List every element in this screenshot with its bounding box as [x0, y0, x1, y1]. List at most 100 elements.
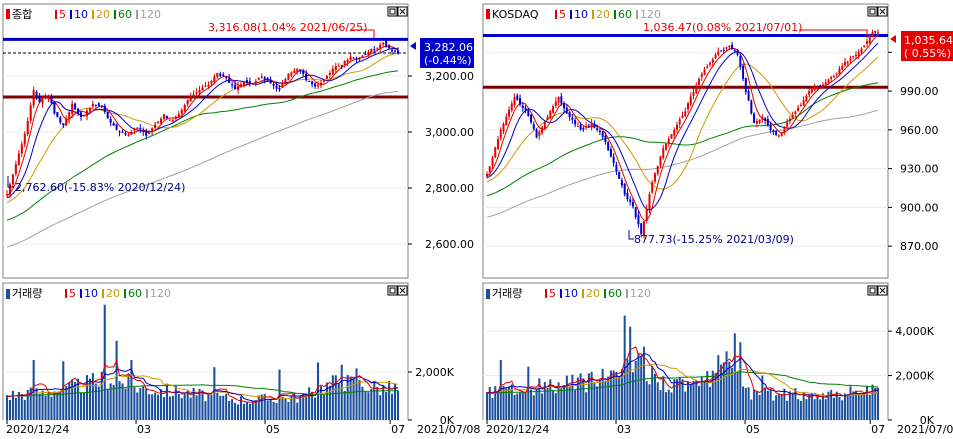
low-annotation-arrow [7, 176, 14, 188]
volume-bar [494, 386, 497, 420]
volume-bar [391, 393, 394, 420]
candle [35, 90, 38, 101]
volume-ma-legend: 5 10 20 60 120 [545, 287, 651, 300]
candle [530, 114, 533, 125]
volume-bar [656, 382, 659, 420]
volume-bar [642, 346, 645, 420]
candle [370, 48, 373, 53]
candle [287, 73, 290, 81]
volume-bar [849, 386, 852, 420]
candle [670, 133, 673, 139]
candle [109, 116, 112, 127]
candle [77, 107, 80, 116]
ma120-line [486, 109, 879, 218]
candle [819, 84, 822, 87]
candle [852, 55, 855, 60]
volume-bar [739, 342, 742, 420]
right-volume-pane: 거래량 5 10 20 60 120 [482, 282, 889, 421]
right-header: KOSDAQ 5 10 20 60 120 [486, 6, 888, 21]
candle [519, 94, 522, 107]
volume-bar [379, 395, 382, 420]
volume-bar [877, 387, 879, 420]
candle [177, 110, 180, 118]
candle [687, 102, 690, 113]
volume-bar [272, 401, 275, 420]
candle [275, 82, 278, 92]
volume-bar [709, 386, 712, 420]
candle [684, 107, 687, 118]
volume-maximize-button[interactable] [867, 285, 878, 296]
volume-bar [174, 385, 177, 420]
volume-bar [32, 360, 35, 420]
ma-legend-label: 120 [630, 287, 651, 300]
volume-bar [667, 389, 670, 420]
candle [361, 54, 364, 59]
candle [299, 69, 302, 74]
volume-bar [165, 383, 168, 420]
candle [816, 85, 819, 91]
volume-bar [74, 382, 77, 420]
candle [367, 49, 370, 58]
volume-bar [337, 383, 340, 420]
volume-bar [133, 387, 136, 420]
volume-bar [305, 394, 308, 420]
candle [157, 121, 160, 125]
candle [865, 38, 868, 47]
candle [541, 126, 544, 136]
price-tick-label: 870.00 [900, 240, 939, 253]
ma-legend: 5 10 20 60 120 [555, 8, 661, 21]
candle [709, 61, 712, 68]
volume-maximize-button[interactable] [387, 285, 398, 296]
volume-bar [382, 384, 385, 420]
volume-bar [808, 395, 811, 420]
candle [148, 130, 151, 135]
candle [546, 114, 549, 121]
volume-bar [747, 387, 750, 420]
volume-bar [41, 390, 44, 420]
candle [328, 70, 331, 79]
volume-bar [604, 381, 607, 420]
candle [673, 127, 676, 140]
volume-bar [334, 375, 337, 420]
left-date-axis: 2020/12/24 03 05 07 2021/07/08 [6, 420, 480, 436]
volume-bar [263, 393, 266, 420]
candle [623, 182, 626, 197]
ma-legend-swatch [555, 10, 557, 19]
candle [198, 85, 201, 96]
candle [609, 146, 612, 158]
volume-bar [192, 387, 195, 420]
volume-bar [275, 402, 278, 420]
candle [871, 29, 874, 38]
volume-bar [207, 393, 210, 420]
candle [552, 104, 555, 114]
maximize-button[interactable] [867, 6, 878, 17]
volume-bar [162, 397, 166, 420]
volume-ma5-line [6, 359, 399, 403]
volume-bar [612, 370, 615, 420]
candle [340, 64, 343, 69]
volume-bar [681, 379, 684, 420]
volume-bar [204, 401, 207, 420]
volume-bar [805, 399, 808, 420]
current-change-label: (-0.44%) [424, 54, 472, 67]
candle [239, 81, 243, 88]
price-tick-label: 960.00 [900, 124, 939, 137]
volume-bar [80, 392, 83, 420]
candle [145, 128, 148, 140]
volume-bar [631, 372, 634, 420]
left-price-axis: 3,200.00 3,000.00 2,800.00 2,600.00 3,282.0… [408, 38, 474, 251]
candle [382, 42, 385, 48]
volume-title: 거래량 [12, 287, 42, 300]
volume-bar [486, 392, 488, 420]
volume-bar [168, 396, 171, 420]
candle [780, 131, 783, 137]
volume-bar [546, 388, 549, 420]
candle [499, 127, 502, 141]
maximize-button[interactable] [387, 6, 398, 17]
volume-bar [750, 399, 753, 420]
volume-bar [127, 374, 130, 420]
date-label: 05 [746, 423, 760, 436]
candle [38, 92, 41, 103]
candle [802, 96, 805, 106]
volume-bar [296, 402, 299, 420]
